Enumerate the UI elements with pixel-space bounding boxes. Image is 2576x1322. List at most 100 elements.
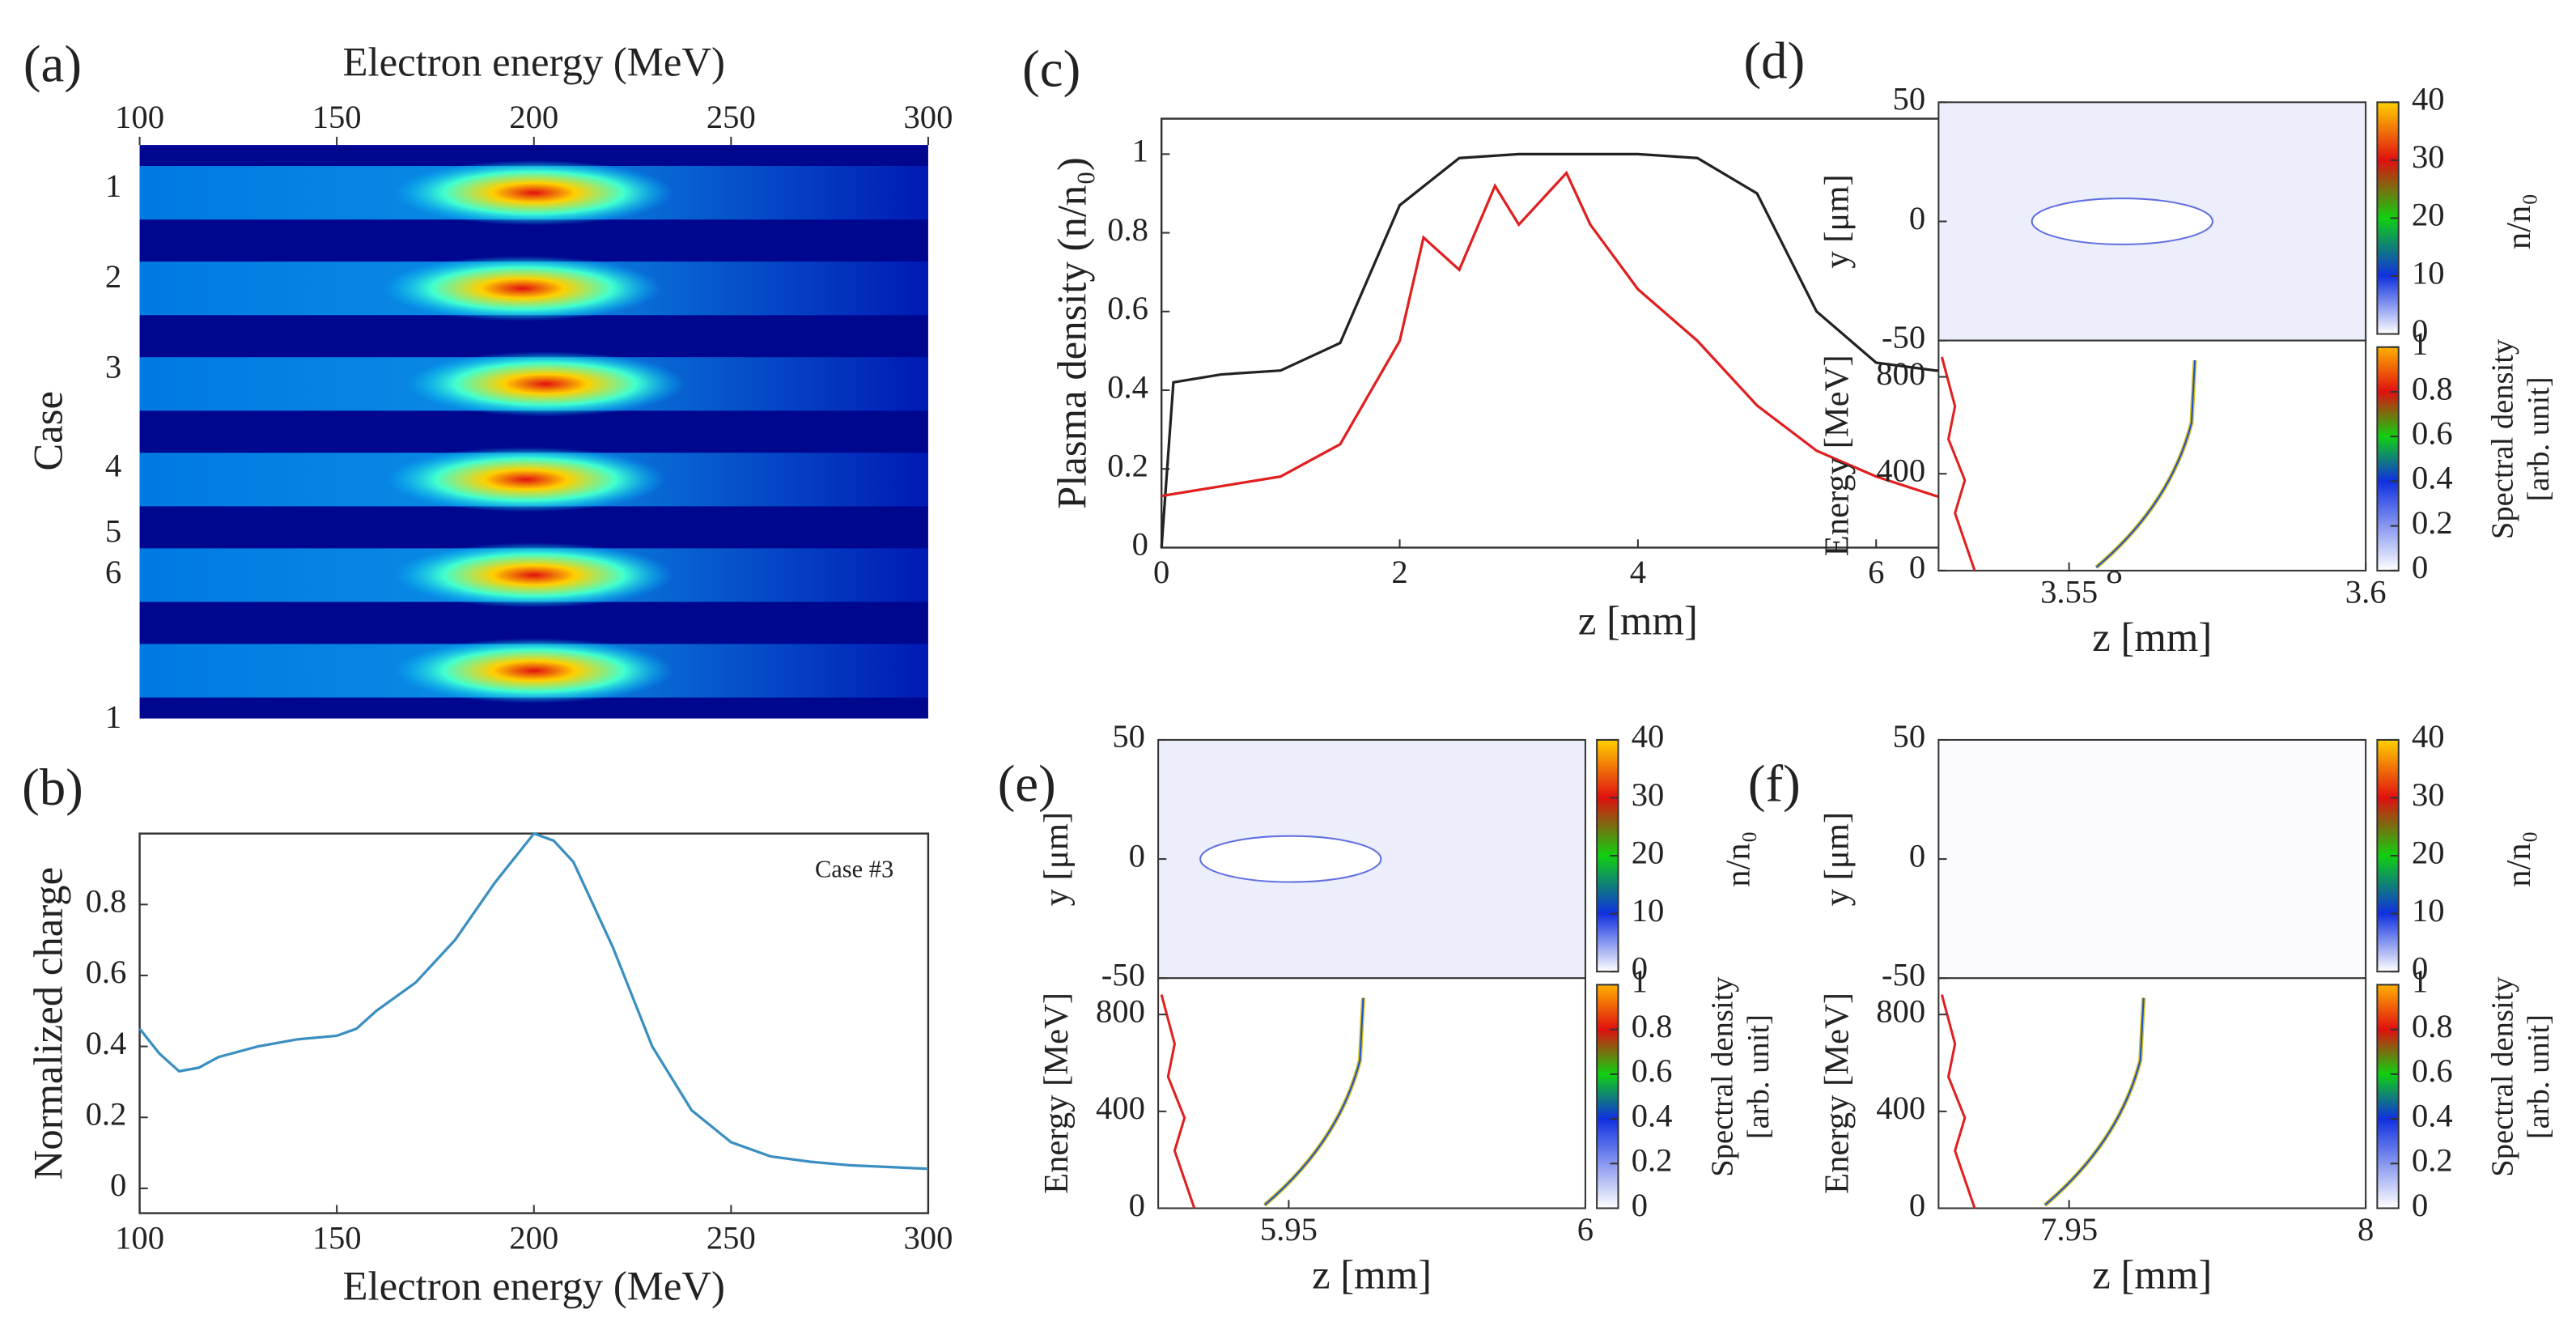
- case-peak: [394, 638, 674, 704]
- x-tick-label: 2: [1391, 554, 1407, 590]
- x-tick-label: 3.6: [2345, 574, 2387, 610]
- x-axis-label: z [mm]: [2092, 1252, 2212, 1297]
- x-tick-label: 8: [2357, 1211, 2374, 1248]
- colorbar-label: Spectral density: [1705, 976, 1739, 1177]
- colorbar-spectral: [2376, 984, 2400, 1209]
- panel-label: (e): [998, 755, 1056, 814]
- colorbar-label: [arb. unit]: [2522, 1014, 2556, 1139]
- y-tick-label: 30: [1632, 776, 1665, 813]
- y-tick-label: 0.8: [1632, 1008, 1673, 1044]
- x-tick-label: 300: [903, 1219, 953, 1256]
- spectrum-map: [1937, 977, 2367, 1209]
- y-tick-label: 400: [1876, 453, 1925, 489]
- electron-trace-edge: [2044, 997, 2145, 1206]
- energy-axis-label: Energy [MeV]: [1038, 993, 1076, 1194]
- electron-trace-edge: [1264, 997, 1364, 1206]
- case-peak: [382, 256, 662, 321]
- x-tick-label: 3.55: [2040, 574, 2098, 610]
- y-tick-label: 400: [1876, 1090, 1925, 1126]
- electron-trace-edge: [2095, 359, 2196, 568]
- y-tick-label: 0.8: [2412, 1008, 2453, 1044]
- y-tick-label: 0: [1909, 837, 1925, 874]
- y-tick-label: 20: [1632, 834, 1665, 870]
- y-tick-label: 50: [1893, 81, 1926, 117]
- y-tick-label: 0: [1132, 526, 1148, 563]
- y-tick-label: 0: [2412, 950, 2428, 986]
- x-tick-label: 200: [509, 99, 558, 135]
- data-line: [1161, 170, 2115, 530]
- bubble: [2031, 198, 2213, 245]
- x-tick-label: 250: [707, 99, 756, 135]
- colorbar-spectral: [1596, 984, 1619, 1209]
- y-tick-label: 1: [105, 699, 121, 735]
- colorbar-label: n/n₀: [2500, 193, 2538, 249]
- x-axis-label: z [mm]: [1578, 597, 1698, 643]
- y-axis-label: y [μm]: [1818, 174, 1856, 268]
- y-tick-label: 1: [2412, 963, 2428, 1000]
- y-tick-label: 0: [1632, 1187, 1648, 1223]
- spectrum-map: [1157, 977, 1586, 1209]
- colorbar-label: Spectral density: [2486, 338, 2520, 539]
- y-tick-label: 1: [105, 168, 121, 204]
- x-tick-label: 100: [115, 99, 164, 135]
- y-tick-label: 0: [1909, 1187, 1925, 1223]
- panel-label: (f): [1748, 755, 1801, 814]
- y-axis-label: Plasma density (n/n₀): [1049, 157, 1094, 509]
- heatmap-background: [139, 145, 928, 719]
- panel-label: (a): [23, 36, 82, 94]
- y-tick-label: 0: [1909, 200, 1925, 236]
- x-tick-label: 300: [903, 99, 953, 135]
- y-tick-label: 10: [2412, 254, 2445, 291]
- y-tick-label: 0.4: [1632, 1097, 1673, 1133]
- y-tick-label: 0.8: [2412, 370, 2453, 406]
- y-tick-label: 20: [2412, 197, 2445, 233]
- y-tick-label: 0: [1129, 837, 1145, 874]
- plot-frame: [138, 832, 930, 1214]
- y-tick-label: 0.4: [2412, 460, 2453, 496]
- y-tick-label: 5: [105, 513, 121, 550]
- colorbar-spectral: [2376, 346, 2400, 572]
- spectrum-map: [1937, 339, 2367, 572]
- panel-label: (d): [1744, 32, 1806, 91]
- energy-axis-label: Energy [MeV]: [1818, 355, 1856, 556]
- x-tick-label: 200: [509, 1219, 558, 1256]
- y-tick-label: 0: [2412, 549, 2428, 585]
- y-tick-label: 40: [1632, 718, 1665, 755]
- x-tick-label: 7.95: [2040, 1211, 2098, 1248]
- x-tick-label: 4: [1630, 554, 1646, 590]
- laser-trace: [1160, 994, 1196, 1209]
- annotation: Case #3: [815, 855, 893, 882]
- colorbar-label: n/n₀: [1720, 831, 1758, 886]
- y-axis-label: y [μm]: [1818, 812, 1856, 906]
- x-tick-label: 100: [115, 1219, 164, 1256]
- case-peak: [405, 351, 685, 417]
- y-tick-label: -50: [1101, 957, 1145, 993]
- colorbar-label: n/n₀: [2500, 831, 2538, 886]
- y-tick-label: 1: [2412, 325, 2428, 362]
- x-axis-label: Electron energy (MeV): [343, 1264, 725, 1309]
- laser-trace: [1940, 994, 1976, 1209]
- y-tick-label: 3: [105, 349, 121, 385]
- x-tick-label: 0: [1153, 554, 1169, 590]
- y-tick-label: 0.2: [2412, 504, 2453, 541]
- y-tick-label: 0: [2412, 312, 2428, 349]
- x-tick-label: 150: [312, 99, 362, 135]
- y-tick-label: -50: [1882, 319, 1925, 355]
- y-tick-label: -50: [1882, 957, 1925, 993]
- y-tick-label: 0.6: [1107, 290, 1148, 326]
- y-tick-label: 800: [1876, 993, 1925, 1029]
- y-tick-label: 30: [2412, 776, 2445, 813]
- y-tick-label: 0.6: [86, 954, 127, 990]
- y-tick-label: 0: [110, 1167, 126, 1203]
- energy-axis-label: Energy [MeV]: [1818, 993, 1856, 1194]
- panel-label: (c): [1022, 40, 1080, 99]
- y-tick-label: 0: [2412, 1187, 2428, 1223]
- y-tick-label: 2: [105, 258, 121, 295]
- y-axis-label: Normalized charge: [26, 867, 71, 1180]
- y-tick-label: 0.4: [2412, 1097, 2453, 1133]
- y-tick-label: 0.6: [1632, 1052, 1673, 1089]
- x-tick-label: 150: [312, 1219, 362, 1256]
- y-tick-label: 50: [1112, 718, 1145, 755]
